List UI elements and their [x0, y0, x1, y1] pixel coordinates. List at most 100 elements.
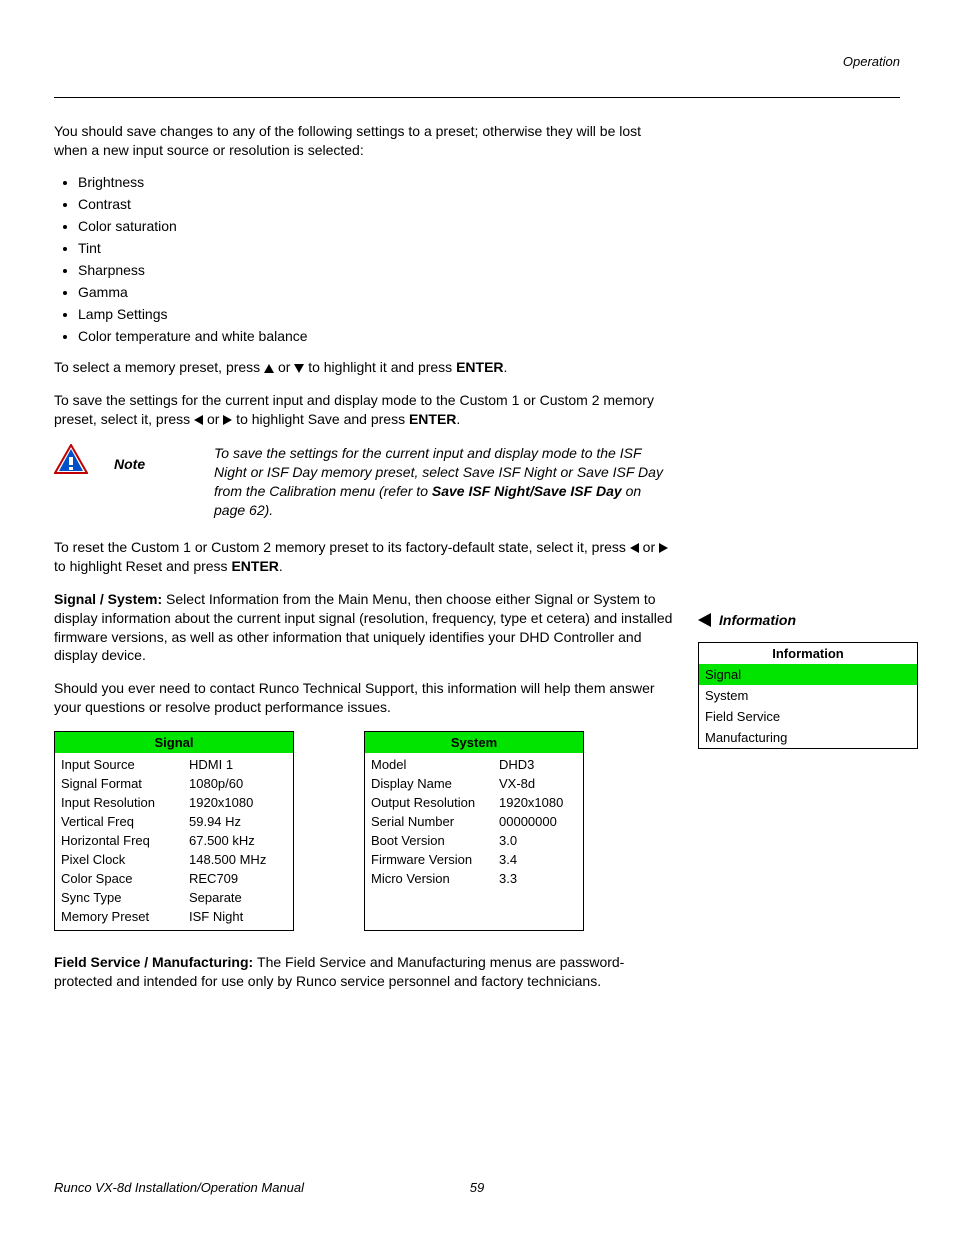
cell-value: HDMI 1: [189, 757, 233, 772]
subheading: Field Service / Manufacturing:: [54, 954, 257, 970]
settings-bullet-list: Brightness Contrast Color saturation Tin…: [54, 174, 674, 344]
table-row: Memory PresetISF Night: [61, 907, 287, 926]
menu-item[interactable]: Signal: [699, 664, 917, 685]
enter-label: ENTER: [409, 411, 456, 427]
cell-value: VX-8d: [499, 776, 535, 791]
data-tables-row: Signal Input SourceHDMI 1Signal Format10…: [54, 731, 674, 931]
table-row: Signal Format1080p/60: [61, 774, 287, 793]
cell-value: 3.0: [499, 833, 517, 848]
note-label: Note: [114, 444, 194, 472]
cell-key: Memory Preset: [61, 909, 189, 924]
table-row: Input SourceHDMI 1: [61, 755, 287, 774]
text: to highlight Save and press: [232, 411, 409, 427]
section-header: Operation: [54, 54, 900, 69]
cell-key: Boot Version: [371, 833, 499, 848]
text: .: [456, 411, 460, 427]
cell-value: REC709: [189, 871, 238, 886]
list-item: Color saturation: [78, 218, 674, 234]
text: To select a memory preset, press: [54, 359, 264, 375]
list-item: Brightness: [78, 174, 674, 190]
menu-item[interactable]: System: [699, 685, 917, 706]
cell-value: 1920x1080: [499, 795, 563, 810]
note-body: To save the settings for the current inp…: [214, 444, 674, 520]
table-row: Micro Version3.3: [371, 869, 577, 888]
table-header: Signal: [55, 732, 293, 753]
footer-page-number: 59: [447, 1180, 507, 1195]
cell-value: 59.94 Hz: [189, 814, 241, 829]
note-block: Note To save the settings for the curren…: [54, 444, 674, 520]
select-preset-paragraph: To select a memory preset, press or to h…: [54, 358, 674, 377]
cell-key: Output Resolution: [371, 795, 499, 810]
up-arrow-icon: [264, 364, 274, 373]
cell-value: 67.500 kHz: [189, 833, 255, 848]
cell-value: 1920x1080: [189, 795, 253, 810]
text: to highlight Reset and press: [54, 558, 231, 574]
menu-title: Information: [699, 643, 917, 664]
page-footer: Runco VX-8d Installation/Operation Manua…: [54, 1180, 900, 1195]
cell-key: Input Source: [61, 757, 189, 772]
text: to highlight it and press: [304, 359, 456, 375]
footer-manual-title: Runco VX-8d Installation/Operation Manua…: [54, 1180, 447, 1195]
table-row: Sync TypeSeparate: [61, 888, 287, 907]
enter-label: ENTER: [456, 359, 503, 375]
information-menu: Information SignalSystemField ServiceMan…: [698, 642, 918, 749]
list-item: Tint: [78, 240, 674, 256]
cell-key: Input Resolution: [61, 795, 189, 810]
table-row: ModelDHD3: [371, 755, 577, 774]
intro-paragraph: You should save changes to any of the fo…: [54, 122, 674, 160]
side-heading: Information: [698, 612, 918, 628]
main-column: You should save changes to any of the fo…: [54, 122, 674, 1005]
text: .: [279, 558, 283, 574]
table-row: Serial Number00000000: [371, 812, 577, 831]
field-service-paragraph: Field Service / Manufacturing: The Field…: [54, 953, 674, 991]
cell-key: Model: [371, 757, 499, 772]
table-row: Output Resolution1920x1080: [371, 793, 577, 812]
table-row: Color SpaceREC709: [61, 869, 287, 888]
save-preset-paragraph: To save the settings for the current inp…: [54, 391, 674, 429]
signal-system-paragraph: Signal / System: Select Information from…: [54, 590, 674, 666]
side-column: Information Information SignalSystemFiel…: [698, 122, 918, 1005]
left-arrow-icon: [698, 613, 711, 627]
table-row: Pixel Clock148.500 MHz: [61, 850, 287, 869]
table-row: Display NameVX-8d: [371, 774, 577, 793]
system-table: System ModelDHD3Display NameVX-8dOutput …: [364, 731, 584, 931]
list-item: Contrast: [78, 196, 674, 212]
side-heading-text: Information: [719, 612, 796, 628]
subheading: Signal / System:: [54, 591, 166, 607]
cell-value: DHD3: [499, 757, 534, 772]
table-row: Boot Version3.0: [371, 831, 577, 850]
note-icon: [54, 444, 94, 477]
list-item: Color temperature and white balance: [78, 328, 674, 344]
right-arrow-icon: [659, 543, 668, 553]
cell-value: ISF Night: [189, 909, 243, 924]
cell-key: Sync Type: [61, 890, 189, 905]
menu-item[interactable]: Field Service: [699, 706, 917, 727]
support-paragraph: Should you ever need to contact Runco Te…: [54, 679, 674, 717]
cell-key: Signal Format: [61, 776, 189, 791]
enter-label: ENTER: [231, 558, 278, 574]
cell-value: 148.500 MHz: [189, 852, 266, 867]
table-row: Horizontal Freq67.500 kHz: [61, 831, 287, 850]
left-arrow-icon: [630, 543, 639, 553]
list-item: Sharpness: [78, 262, 674, 278]
cell-key: Firmware Version: [371, 852, 499, 867]
signal-table: Signal Input SourceHDMI 1Signal Format10…: [54, 731, 294, 931]
cell-key: Vertical Freq: [61, 814, 189, 829]
menu-item[interactable]: Manufacturing: [699, 727, 917, 748]
cell-key: Color Space: [61, 871, 189, 886]
cell-key: Pixel Clock: [61, 852, 189, 867]
text: or: [639, 539, 659, 555]
text-bold: Save ISF Night/Save ISF Day: [432, 483, 622, 499]
list-item: Gamma: [78, 284, 674, 300]
text: or: [274, 359, 294, 375]
cell-value: 00000000: [499, 814, 557, 829]
cell-value: Separate: [189, 890, 242, 905]
table-row: Vertical Freq59.94 Hz: [61, 812, 287, 831]
cell-value: 3.4: [499, 852, 517, 867]
header-rule: [54, 97, 900, 98]
cell-key: Display Name: [371, 776, 499, 791]
cell-value: 1080p/60: [189, 776, 243, 791]
cell-key: Serial Number: [371, 814, 499, 829]
text: To reset the Custom 1 or Custom 2 memory…: [54, 539, 630, 555]
left-arrow-icon: [194, 415, 203, 425]
